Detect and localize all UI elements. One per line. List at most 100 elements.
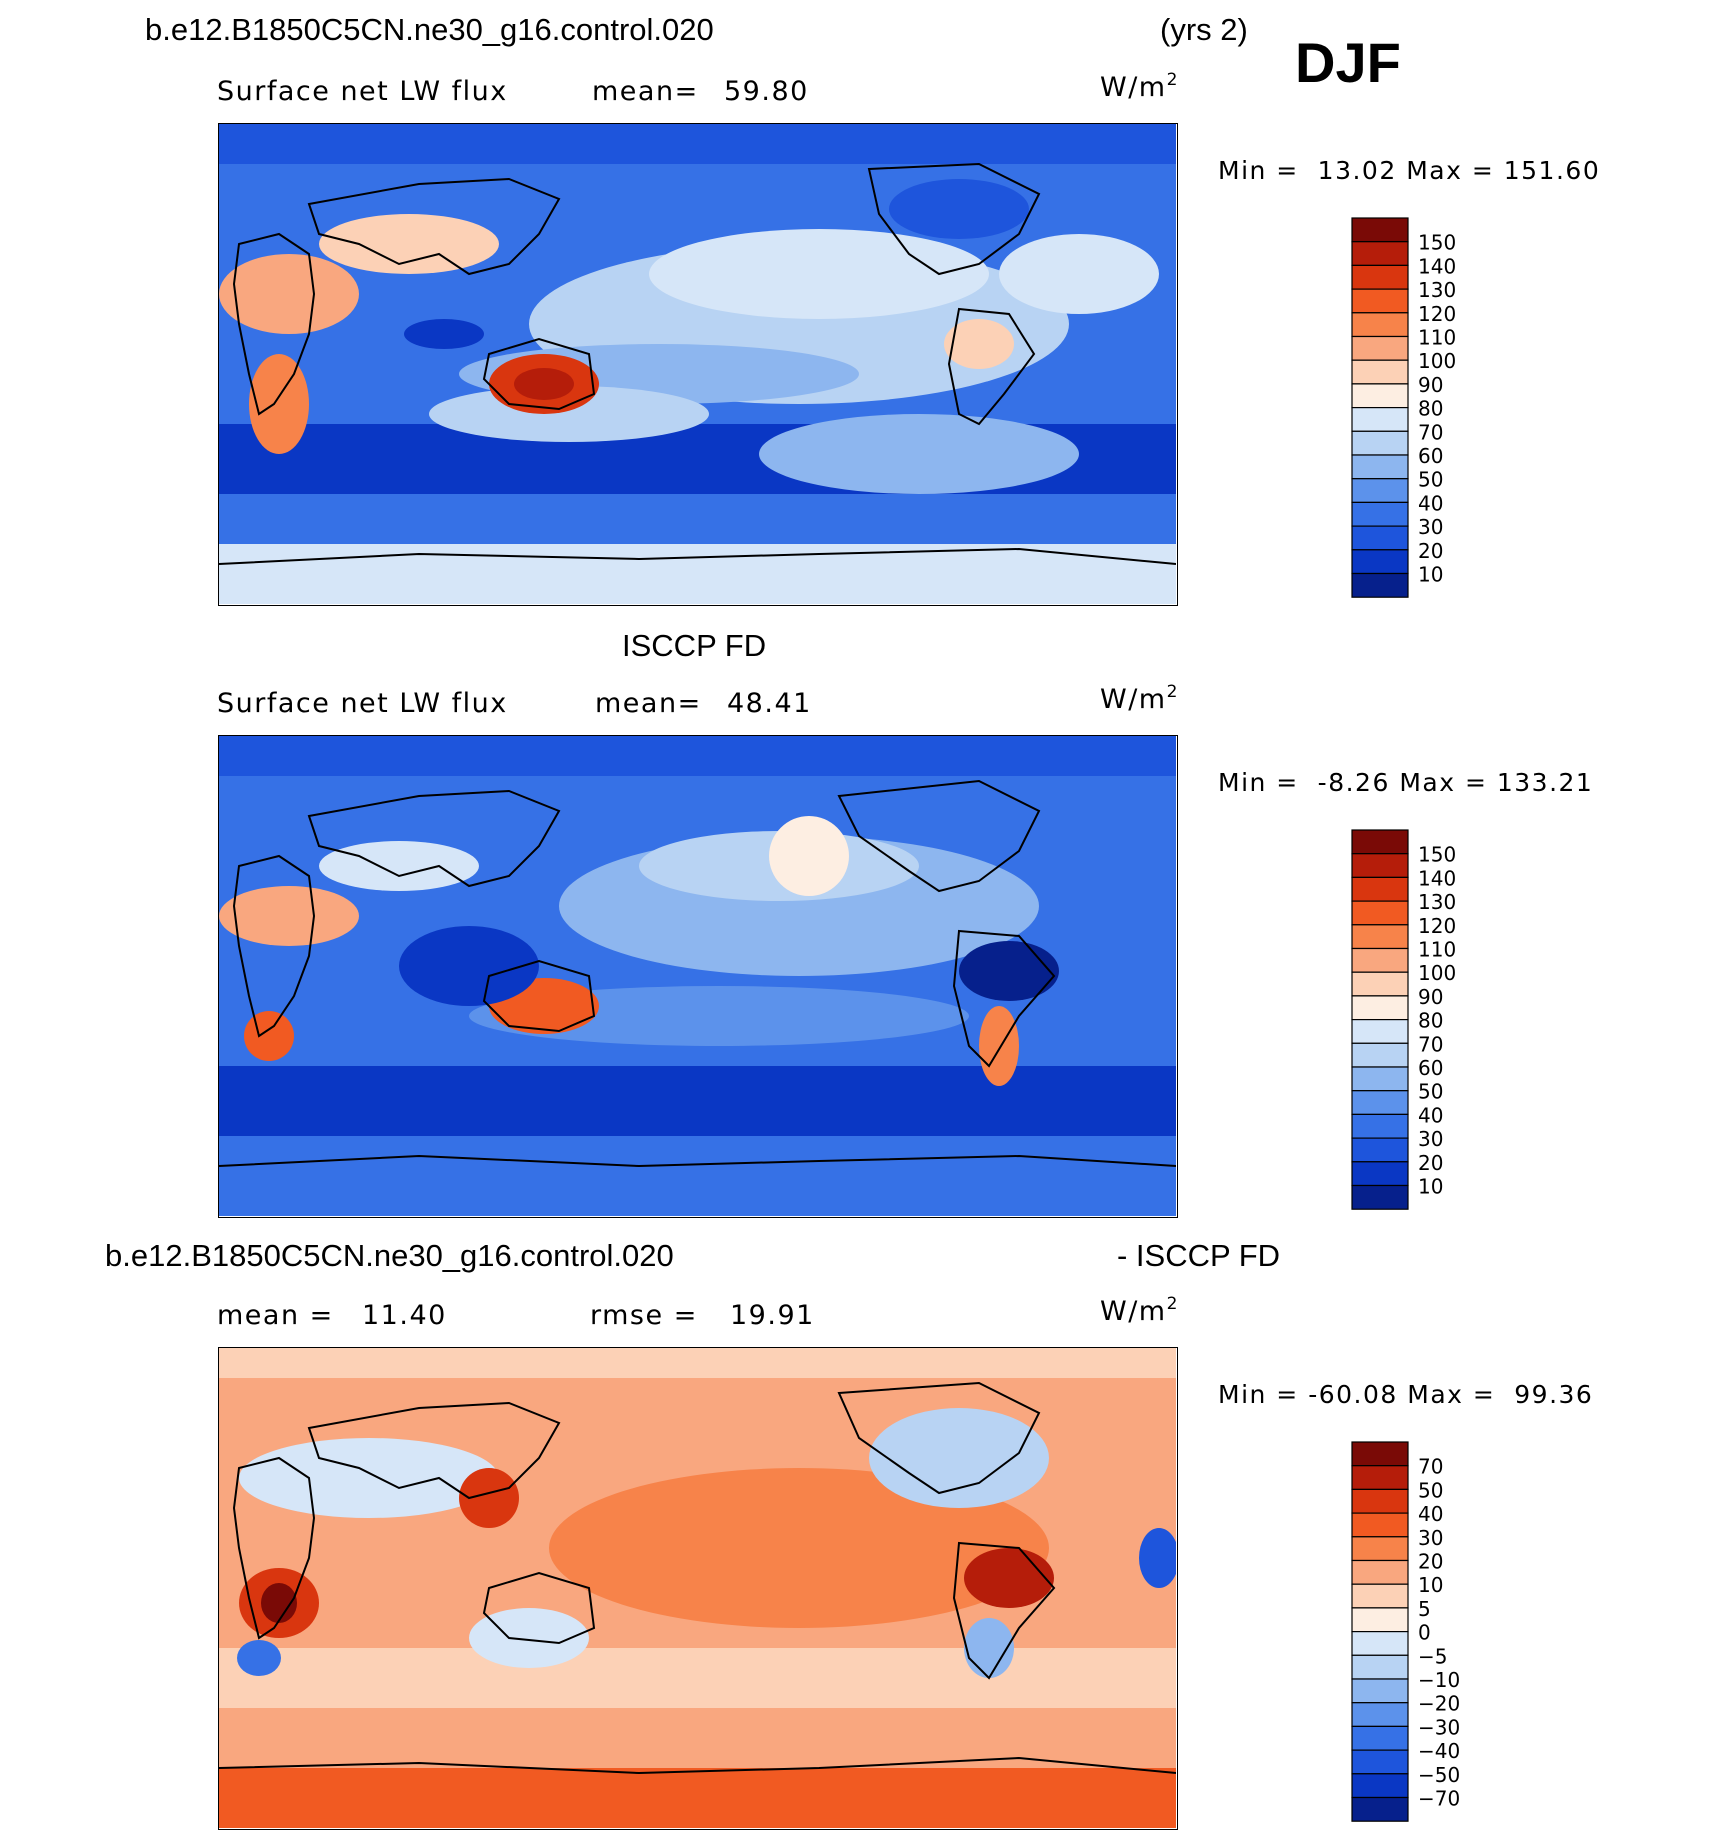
panel1-units-text: W/m [1100,72,1167,103]
panel1-variable-title: Surface net LW flux [217,76,508,107]
panel2-amazon-patch [959,941,1059,1001]
panel3-antarctic-band [219,1768,1176,1828]
panel1-australia-core [514,368,574,400]
panel2-asia-patch [319,841,479,891]
colorbar-swatch [1351,1654,1409,1680]
colorbar-tick-label: 110 [1418,938,1456,962]
panel3-samerica-south-patch [964,1618,1014,1678]
panel3-mean-value: 11.40 [362,1300,447,1331]
colorbar-tick-label: 70 [1418,1455,1443,1479]
panel1-samerica-coast [947,307,1036,426]
colorbar-swatch [1351,312,1409,338]
panel1-map-svg [219,124,1176,604]
colorbar-tick-label: 10 [1418,563,1443,587]
colorbar-tick-label: 130 [1418,278,1456,302]
colorbar-swatch [1351,407,1409,432]
colorbar-swatch [1351,264,1409,290]
colorbar-swatch [1351,853,1409,879]
panel2-mean-label: mean= [595,688,702,719]
panel3-min-max: Min = -60.08 Max = 99.36 [1218,1382,1593,1407]
colorbar-tick-label: 50 [1418,1478,1443,1502]
panel3-pacific-patch [549,1468,1049,1628]
colorbar-swatch [1351,1725,1409,1751]
colorbar-tick-label: 40 [1418,491,1443,515]
colorbar-tick-label: 100 [1418,349,1456,373]
panel1-mean-label: mean= [592,76,699,107]
panel2-samerica-coast [952,929,1056,1068]
colorbar-tick-label: 40 [1418,1502,1443,1526]
panel1-units: W/m2 [1100,72,1179,103]
colorbar-swatch [1351,876,1409,902]
colorbar-tick-label: 70 [1418,1032,1443,1056]
colorbar-swatch [1351,501,1409,527]
panel1-max-value: 151.60 [1503,156,1601,185]
panel1-arctic-band [219,124,1176,164]
colorbar-swatch [1351,1019,1409,1044]
colorbar-tick-label: 0 [1418,1621,1431,1645]
panel2-maritime-patch [399,926,539,1006]
panel1-australia-coast [482,337,596,411]
colorbar-tick-label: −10 [1418,1668,1460,1692]
colorbar-tick-label: −5 [1418,1644,1447,1668]
panel3-eatlantic-patch [1139,1528,1176,1588]
colorbar-swatch [1351,478,1409,504]
case-title: b.e12.B1850C5CN.ne30_g16.control.020 [145,12,714,47]
colorbar-swatch [1351,1465,1409,1491]
colorbar-swatch [1351,1090,1409,1116]
panel2-variable-title: Surface net LW flux [217,688,508,719]
panel2-namerica-coast [837,779,1041,893]
panel2-min-label: Min = [1218,768,1299,797]
panel3-units-text: W/m [1100,1296,1167,1327]
panel3-namerica-patch [869,1408,1049,1508]
panel3-units-sup: 2 [1166,1294,1179,1314]
colorbar-swatch [1351,1512,1409,1538]
panel3-max-value: 99.36 [1514,1380,1594,1409]
colorbar-swatch [1351,924,1409,950]
panel1-eurasia-coast [307,177,561,276]
panel2-max-value: 133.21 [1496,768,1594,797]
colorbar-swatch [1351,1678,1409,1704]
colorbar-tick-label: 120 [1418,914,1456,938]
colorbar-tick-label: 30 [1418,515,1443,539]
colorbar-swatch [1351,947,1409,973]
panel3-min-value: -60.08 [1308,1380,1398,1409]
colorbar-swatch [1351,1536,1409,1562]
colorbar-tick-label: −30 [1418,1715,1460,1739]
colorbar-tick-label: 10 [1418,1175,1443,1199]
colorbar-tick-label: 30 [1418,1127,1443,1151]
panel2-eurasia-coast [307,789,561,888]
panel2-title: ISCCP FD [622,628,767,663]
years-label: (yrs 2) [1160,12,1248,47]
panel2-units: W/m2 [1100,682,1179,714]
colorbar-tick-label: 80 [1418,397,1443,421]
panel3-safrica-core [261,1583,297,1623]
colorbar-swatch [1351,1773,1409,1799]
panel3-madagascar-patch [237,1640,281,1676]
season-label: DJF [1295,31,1401,94]
colorbar-tick-label: 20 [1418,1550,1443,1574]
panel1-canada-patch [889,179,1029,239]
panel1-natlantic-patch [999,234,1159,314]
colorbar-swatch [1351,1137,1409,1163]
panel1-colorbar: 150 140 130 120 110 100 90 80 70 60 50 40 30 20 10 [1350,216,1490,598]
colorbar-swatch [1351,1583,1409,1609]
colorbar-swatch [1351,1796,1409,1822]
colorbar-tick-label: 90 [1418,985,1443,1009]
colorbar-tick-label: 20 [1418,539,1443,563]
panel1-spacific-patch [759,414,1079,494]
panel2-australia-coast [482,959,596,1033]
colorbar-tick-label: −20 [1418,1692,1460,1716]
colorbar-tick-label: 20 [1418,1151,1443,1175]
panel3-africa-coast [232,1456,316,1640]
panel3-australia-coast [482,1571,596,1645]
panel1-samerica-patch [944,319,1014,369]
colorbar-tick-label: 150 [1418,231,1456,255]
colorbar-swatch [1351,525,1409,551]
colorbar-tick-label: 140 [1418,254,1456,278]
panel1-mean-value: 59.80 [724,76,809,107]
panel1-maritime-patch [404,319,484,349]
panel2-units-sup: 2 [1166,682,1179,702]
panel2-colorbar: 150 140 130 120 110 100 90 80 70 60 50 40 30 20 10 [1350,828,1490,1210]
colorbar-swatch [1351,995,1409,1021]
colorbar-swatch [1351,1066,1409,1092]
